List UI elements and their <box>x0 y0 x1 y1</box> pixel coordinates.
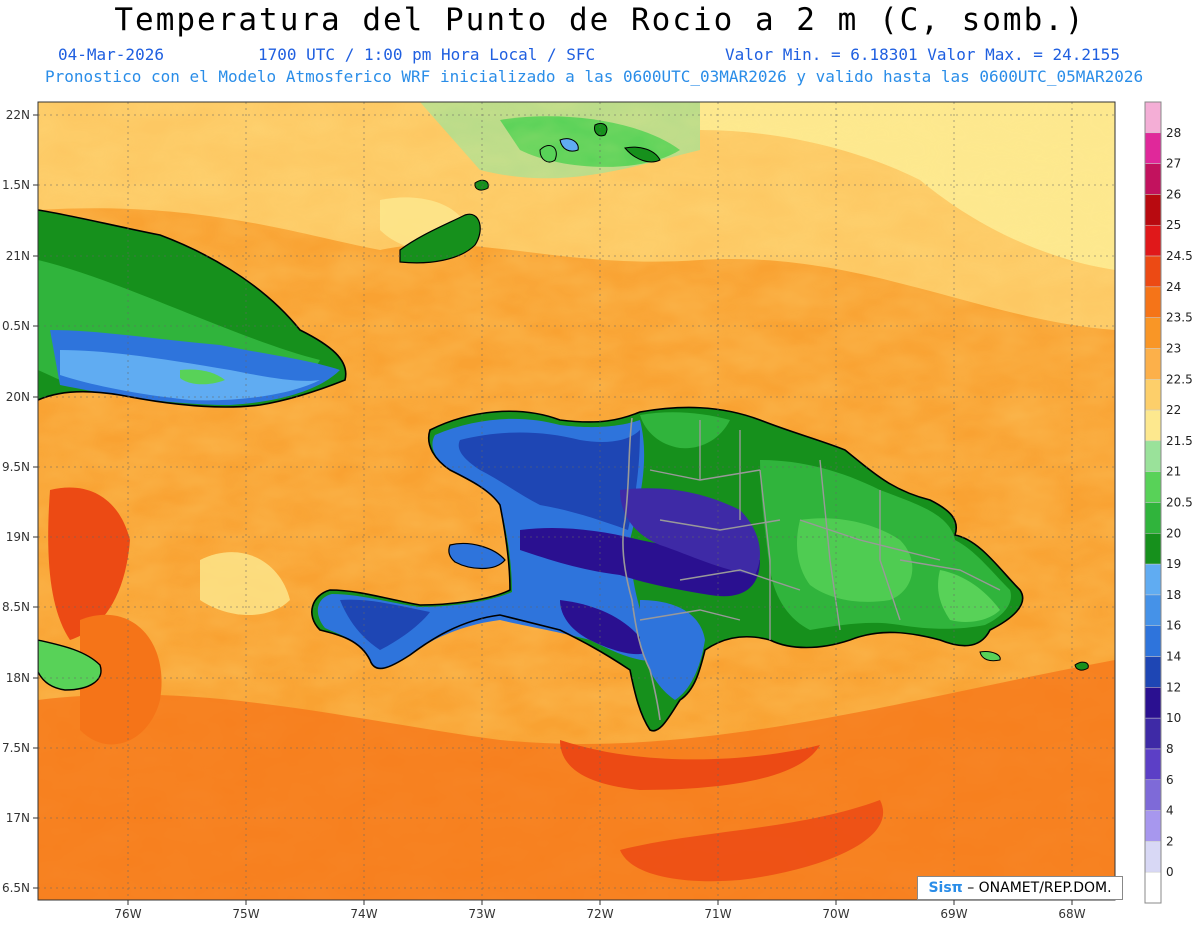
legend-label: 25 <box>1166 218 1181 232</box>
lon-label: 74W <box>350 907 377 921</box>
lat-label: 21N <box>6 249 30 263</box>
lon-label: 75W <box>232 907 259 921</box>
legend-swatch <box>1144 841 1162 873</box>
legend-swatch <box>1144 533 1162 565</box>
legend-swatch <box>1144 224 1162 257</box>
lat-label: 0.5N <box>2 319 30 333</box>
legend-label: 22 <box>1166 403 1181 417</box>
credit-box: Sisπ – ONAMET/REP.DOM. <box>917 876 1123 900</box>
lat-lon-grid <box>38 102 1115 900</box>
legend-swatch <box>1144 194 1162 226</box>
legend-label: 12 <box>1166 680 1181 694</box>
puerto-rico-tip <box>1074 661 1089 671</box>
legend-swatch <box>1144 379 1162 411</box>
legend-label: 0 <box>1166 865 1174 879</box>
legend-swatch <box>1144 748 1162 781</box>
lat-label: 18N <box>6 671 30 685</box>
legend-swatch <box>1144 563 1162 596</box>
legend-swatch <box>1144 471 1162 503</box>
legend-label: 27 <box>1166 157 1181 171</box>
lat-label: 19N <box>6 530 30 544</box>
legend-label: 10 <box>1166 711 1181 725</box>
legend-label: 20.5 <box>1166 496 1193 510</box>
lat-label: 6.5N <box>2 881 30 895</box>
lon-label: 73W <box>468 907 495 921</box>
legend-label: 2 <box>1166 834 1174 848</box>
plot-frame <box>37 101 1116 901</box>
forecast-time: 1700 UTC / 1:00 pm Hora Local / SFC <box>258 45 596 64</box>
bahamas-islands <box>399 122 661 264</box>
model-run-info: Pronostico con el Modelo Atmosferico WRF… <box>45 67 1144 86</box>
legend-label: 20 <box>1166 526 1181 540</box>
legend-label: 4 <box>1166 804 1174 818</box>
legend-label: 23 <box>1166 341 1181 355</box>
legend-swatch <box>1144 440 1162 472</box>
legend-swatch <box>1144 348 1162 380</box>
legend-swatch <box>1144 132 1162 164</box>
legend-swatch <box>1144 502 1162 534</box>
lon-label: 68W <box>1058 907 1085 921</box>
legend-label: 28 <box>1166 126 1181 140</box>
legend-label: 26 <box>1166 187 1181 201</box>
lat-label: 8.5N <box>2 600 30 614</box>
lat-label: 1.5N <box>2 178 30 192</box>
legend-swatch <box>1144 317 1162 349</box>
lon-label: 71W <box>704 907 731 921</box>
lat-label: 17N <box>6 811 30 825</box>
legend-swatch <box>1144 286 1162 318</box>
legend-swatch <box>1144 409 1162 442</box>
legend-frame <box>1144 101 1162 904</box>
legend-label: 24 <box>1166 280 1181 294</box>
legend-label: 21.5 <box>1166 434 1193 448</box>
legend-swatch <box>1144 625 1162 657</box>
legend-swatch <box>1144 871 1162 904</box>
legend-label: 24.5 <box>1166 249 1193 263</box>
sispi-logo: Sisπ <box>928 880 963 896</box>
dewpoint-field <box>38 102 1115 900</box>
lon-label: 72W <box>586 907 613 921</box>
legend-label: 22.5 <box>1166 372 1193 386</box>
forecast-date: 04-Mar-2026 <box>58 45 164 64</box>
credit-text: – ONAMET/REP.DOM. <box>967 880 1112 896</box>
legend-swatch <box>1144 687 1162 719</box>
legend-swatch <box>1144 779 1162 811</box>
cuba-landmass <box>38 209 347 408</box>
lat-label: 9.5N <box>2 460 30 474</box>
legend-label: 14 <box>1166 650 1181 664</box>
legend-label: 18 <box>1166 588 1181 602</box>
lon-label: 69W <box>940 907 967 921</box>
legend-swatch <box>1144 163 1162 195</box>
lon-label: 70W <box>822 907 849 921</box>
legend-label: 21 <box>1166 465 1181 479</box>
legend-label: 6 <box>1166 773 1174 787</box>
legend-swatch <box>1144 255 1162 288</box>
legend-swatch <box>1144 717 1162 750</box>
legend-label: 8 <box>1166 742 1174 756</box>
legend-label: 19 <box>1166 557 1181 571</box>
color-legend: 2827262524.52423.52322.52221.52120.52019… <box>1144 101 1193 904</box>
value-range: Valor Min. = 6.18301 Valor Max. = 24.215… <box>725 45 1120 64</box>
lat-label: 20N <box>6 390 30 404</box>
lat-label: 7.5N <box>2 741 30 755</box>
lon-label: 76W <box>114 907 141 921</box>
jamaica-landmass <box>38 639 102 691</box>
legend-swatch <box>1144 594 1162 626</box>
hispaniola-landmass <box>311 406 1024 732</box>
legend-swatch <box>1144 101 1162 134</box>
legend-swatch <box>1144 810 1162 842</box>
lat-label: 22N <box>6 108 30 122</box>
legend-label: 23.5 <box>1166 311 1193 325</box>
map-title: Temperatura del Punto de Rocio a 2 m (C,… <box>114 2 1086 38</box>
legend-swatch <box>1144 656 1162 688</box>
legend-label: 16 <box>1166 619 1181 633</box>
